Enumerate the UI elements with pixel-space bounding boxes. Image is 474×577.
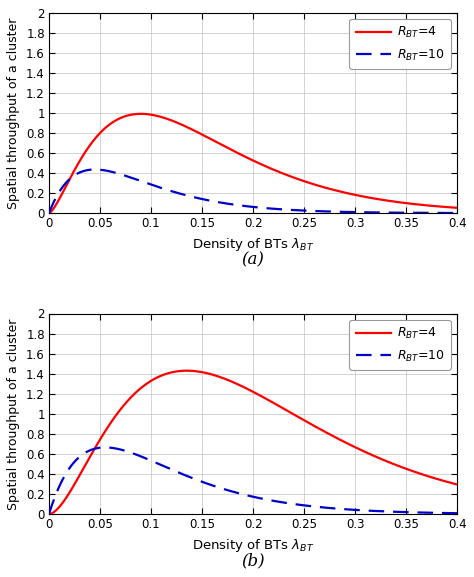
$R_{BT}$=4: [447, 204, 452, 211]
$R_{BT}$=4: [46, 511, 52, 518]
$R_{BT}$=4: [447, 479, 452, 486]
$R_{BT}$=10: [447, 209, 452, 216]
$R_{BT}$=10: [92, 166, 98, 173]
$R_{BT}$=10: [203, 479, 209, 486]
$R_{BT}$=10: [117, 446, 123, 453]
$R_{BT}$=4: [93, 444, 99, 451]
$R_{BT}$=4: [46, 209, 52, 216]
$R_{BT}$=4: [455, 481, 460, 488]
$R_{BT}$=10: [93, 166, 99, 173]
$R_{BT}$=4: [184, 367, 190, 374]
$R_{BT}$=10: [447, 509, 452, 516]
Text: (a): (a): [242, 251, 264, 268]
$R_{BT}$=10: [117, 171, 123, 178]
$R_{BT}$=4: [203, 133, 209, 140]
$R_{BT}$=4: [138, 110, 144, 117]
$R_{BT}$=4: [203, 369, 209, 376]
$R_{BT}$=4: [117, 115, 123, 122]
$R_{BT}$=10: [402, 209, 408, 216]
Legend: $R_{BT}$=4, $R_{BT}$=10: $R_{BT}$=4, $R_{BT}$=10: [349, 18, 451, 69]
Y-axis label: Spatial throughput of a cluster: Spatial throughput of a cluster: [8, 17, 20, 208]
Legend: $R_{BT}$=4, $R_{BT}$=10: $R_{BT}$=4, $R_{BT}$=10: [349, 320, 451, 370]
$R_{BT}$=4: [93, 134, 99, 141]
Line: $R_{BT}$=4: $R_{BT}$=4: [49, 114, 457, 213]
$R_{BT}$=10: [455, 209, 460, 216]
X-axis label: Density of BTs $\lambda_{BT}$: Density of BTs $\lambda_{BT}$: [192, 236, 314, 253]
$R_{BT}$=10: [220, 200, 226, 207]
Line: $R_{BT}$=4: $R_{BT}$=4: [49, 370, 457, 514]
$R_{BT}$=10: [46, 209, 52, 216]
$R_{BT}$=4: [117, 407, 123, 414]
X-axis label: Density of BTs $\lambda_{BT}$: Density of BTs $\lambda_{BT}$: [192, 537, 314, 554]
$R_{BT}$=10: [402, 509, 408, 516]
Line: $R_{BT}$=10: $R_{BT}$=10: [49, 447, 457, 514]
$R_{BT}$=4: [220, 142, 226, 149]
$R_{BT}$=10: [46, 511, 52, 518]
Line: $R_{BT}$=10: $R_{BT}$=10: [49, 170, 457, 213]
$R_{BT}$=4: [402, 465, 408, 472]
$R_{BT}$=4: [220, 375, 226, 382]
$R_{BT}$=10: [220, 485, 226, 492]
$R_{BT}$=10: [102, 444, 108, 451]
$R_{BT}$=10: [455, 509, 460, 516]
Text: (b): (b): [241, 552, 265, 569]
$R_{BT}$=4: [455, 204, 460, 211]
Y-axis label: Spatial throughput of a cluster: Spatial throughput of a cluster: [8, 318, 20, 509]
$R_{BT}$=10: [93, 445, 99, 452]
$R_{BT}$=10: [203, 196, 209, 203]
$R_{BT}$=4: [402, 200, 408, 207]
